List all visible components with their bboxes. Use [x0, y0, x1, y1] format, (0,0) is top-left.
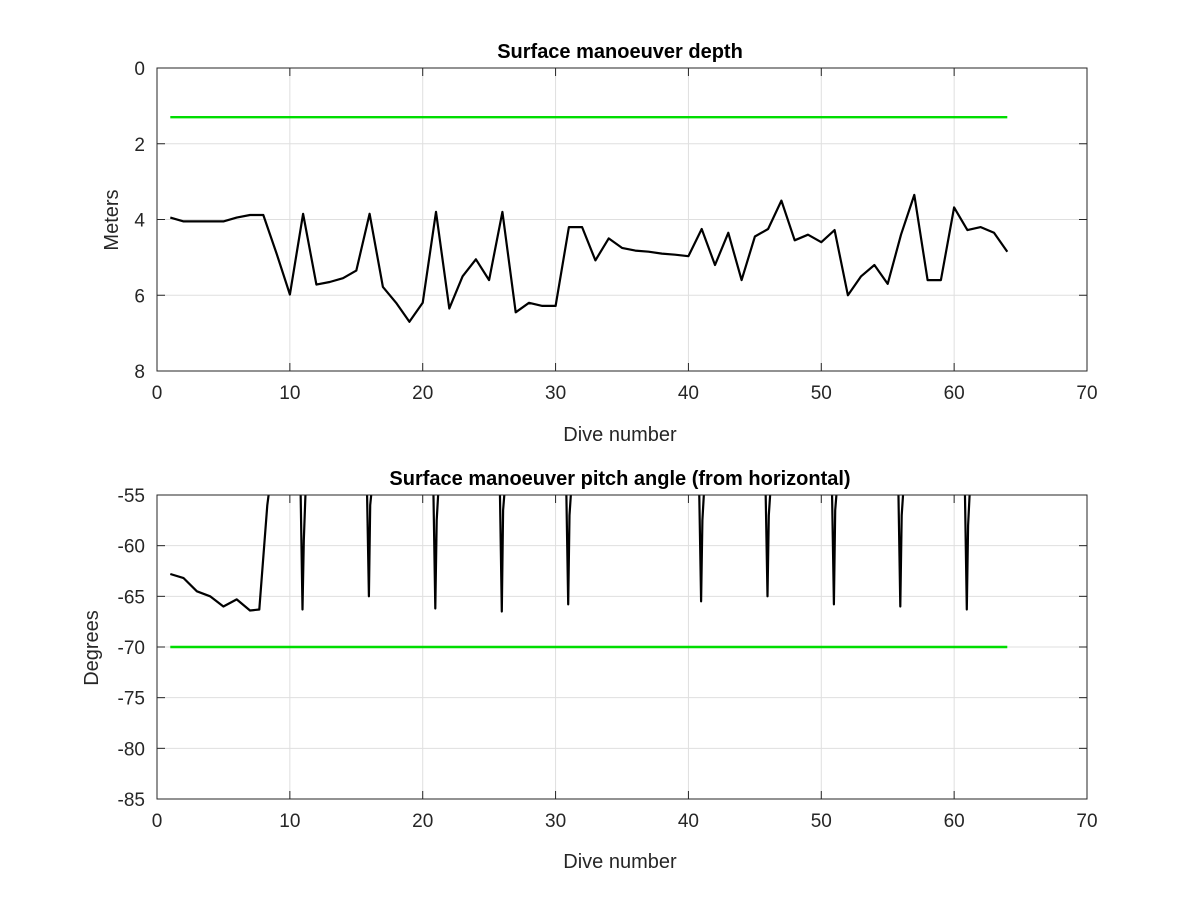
- x-tick-label: 50: [811, 383, 832, 404]
- x-tick-label: 10: [279, 811, 300, 832]
- y-tick-label: -65: [118, 587, 145, 608]
- x-tick-label: 40: [678, 383, 699, 404]
- y-tick-label: -60: [118, 537, 145, 558]
- y-axis-label: Degrees: [81, 610, 103, 686]
- x-tick-label: 30: [545, 811, 566, 832]
- x-axis-label: Dive number: [563, 424, 677, 446]
- x-tick-label: 20: [412, 811, 433, 832]
- y-axis-label: Meters: [101, 189, 123, 250]
- pitch-chart: Surface manoeuver pitch angle (from hori…: [81, 468, 1098, 873]
- y-tick-label: 0: [134, 59, 145, 80]
- y-tick-label: -75: [118, 689, 145, 710]
- series-line-0: [169, 193, 1009, 323]
- x-tick-label: 20: [412, 383, 433, 404]
- x-tick-label: 50: [811, 811, 832, 832]
- y-tick-label: -80: [118, 739, 145, 760]
- ticks: 0 10 20 30 40 50 60 70 -55 -60 -65 -70 -75 -80 -85: [118, 486, 1098, 832]
- chart-title: Surface manoeuver depth: [497, 41, 743, 63]
- series-group: [169, 115, 1009, 323]
- y-tick-label: 2: [134, 135, 145, 156]
- grid: [156, 67, 1088, 372]
- series-group: [169, 495, 1008, 649]
- x-tick-label: 70: [1076, 811, 1097, 832]
- x-tick-label: 40: [678, 811, 699, 832]
- x-tick-label: 60: [944, 811, 965, 832]
- y-tick-label: -85: [118, 790, 145, 811]
- chart-title: Surface manoeuver pitch angle (from hori…: [389, 468, 850, 490]
- x-tick-label: 0: [152, 383, 163, 404]
- ticks: 0 10 20 30 40 50 60 70 0 2 4 6 8: [134, 59, 1097, 404]
- plot-frame: [156, 67, 1088, 372]
- y-tick-label: 8: [134, 362, 145, 383]
- depth-chart: Surface manoeuver depth Dive number Mete…: [101, 41, 1098, 446]
- y-tick-label: 4: [134, 211, 145, 232]
- x-tick-label: 0: [152, 811, 163, 832]
- x-tick-label: 10: [279, 383, 300, 404]
- x-tick-label: 70: [1076, 383, 1097, 404]
- y-tick-label: 6: [134, 286, 145, 307]
- x-axis-label: Dive number: [563, 851, 677, 873]
- x-tick-label: 60: [944, 383, 965, 404]
- y-tick-label: -70: [118, 638, 145, 659]
- x-tick-label: 30: [545, 383, 566, 404]
- plot-frame: [156, 494, 1088, 800]
- series-line-0: [169, 495, 971, 613]
- y-tick-label: -55: [118, 486, 145, 507]
